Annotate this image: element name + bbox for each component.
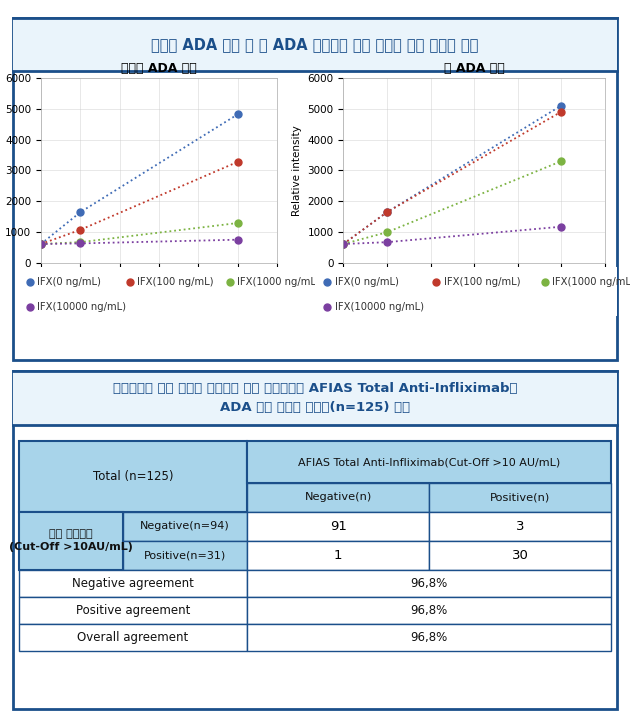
Bar bbox=[19, 569, 247, 597]
Text: 91: 91 bbox=[329, 520, 346, 533]
Text: Total (n=125): Total (n=125) bbox=[93, 470, 173, 483]
Bar bbox=[429, 483, 611, 512]
Text: IFX(100 ng/mL): IFX(100 ng/mL) bbox=[444, 277, 520, 286]
Bar bbox=[247, 597, 611, 624]
Bar bbox=[247, 483, 429, 512]
Bar bbox=[247, 512, 429, 541]
Title: 유리형 ADA 검사: 유리형 ADA 검사 bbox=[121, 63, 197, 75]
Text: IFX(10000 ng/mL): IFX(10000 ng/mL) bbox=[335, 302, 423, 313]
Text: Negative(n=94): Negative(n=94) bbox=[140, 521, 229, 531]
Text: IFX(1000 ng/mL): IFX(1000 ng/mL) bbox=[553, 277, 630, 286]
Bar bbox=[247, 624, 611, 651]
Bar bbox=[247, 441, 611, 483]
Text: IFX(100 ng/mL): IFX(100 ng/mL) bbox=[137, 277, 213, 286]
Bar bbox=[429, 512, 611, 541]
Bar bbox=[429, 541, 611, 569]
Text: IFX(10000 ng/mL): IFX(10000 ng/mL) bbox=[37, 302, 126, 313]
Text: Negative(n): Negative(n) bbox=[304, 492, 372, 502]
Text: AFIAS Total Anti-Infliximab(Cut-Off >10 AU/mL): AFIAS Total Anti-Infliximab(Cut-Off >10 … bbox=[298, 457, 560, 467]
Bar bbox=[19, 597, 247, 624]
Title: 총 ADA 검사: 총 ADA 검사 bbox=[444, 63, 505, 75]
Text: Negative agreement: Negative agreement bbox=[72, 577, 194, 590]
Text: 96,8%: 96,8% bbox=[410, 631, 448, 644]
Bar bbox=[247, 541, 429, 569]
Bar bbox=[122, 512, 247, 541]
Text: 1: 1 bbox=[334, 549, 342, 562]
Text: 96,8%: 96,8% bbox=[410, 604, 448, 616]
Bar bbox=[247, 569, 611, 597]
Bar bbox=[122, 541, 247, 569]
Bar bbox=[19, 441, 247, 512]
Text: 96,8%: 96,8% bbox=[410, 577, 448, 590]
Text: IFX(1000 ng/mL): IFX(1000 ng/mL) bbox=[236, 277, 319, 286]
Text: 유리형 ADA 검사 및 총 ADA 검사에서 약물 농도에 따른 반응성 차이: 유리형 ADA 검사 및 총 ADA 검사에서 약물 농도에 따른 반응성 차이 bbox=[151, 37, 479, 52]
X-axis label: Anti-Infliximab conc (AU/mL): Anti-Infliximab conc (AU/mL) bbox=[399, 289, 549, 299]
Text: IFX(0 ng/mL): IFX(0 ng/mL) bbox=[335, 277, 399, 286]
Text: 30: 30 bbox=[512, 549, 529, 562]
Text: Overall agreement: Overall agreement bbox=[77, 631, 188, 644]
Text: Positive agreement: Positive agreement bbox=[76, 604, 190, 616]
Text: Positive(n=31): Positive(n=31) bbox=[144, 550, 226, 560]
Text: Positive(n): Positive(n) bbox=[490, 492, 551, 502]
Text: 국내 허가제품
(Cut-Off >10AU/mL): 국내 허가제품 (Cut-Off >10AU/mL) bbox=[9, 529, 133, 553]
Bar bbox=[19, 624, 247, 651]
Text: 3: 3 bbox=[516, 520, 524, 533]
Text: IFX(0 ng/mL): IFX(0 ng/mL) bbox=[37, 277, 101, 286]
Text: 인플릭시맙 투여 환자의 혈액에서 국내 허가제품과 AFIAS Total Anti-Infliximab의
ADA 검사 결과의 일치도(n=125) 비교: 인플릭시맙 투여 환자의 혈액에서 국내 허가제품과 AFIAS Total A… bbox=[113, 382, 517, 414]
Y-axis label: Relative intensity: Relative intensity bbox=[292, 125, 302, 216]
Bar bbox=[19, 512, 122, 569]
X-axis label: Anti-Infliximab conc (AU/mL): Anti-Infliximab conc (AU/mL) bbox=[84, 289, 234, 299]
